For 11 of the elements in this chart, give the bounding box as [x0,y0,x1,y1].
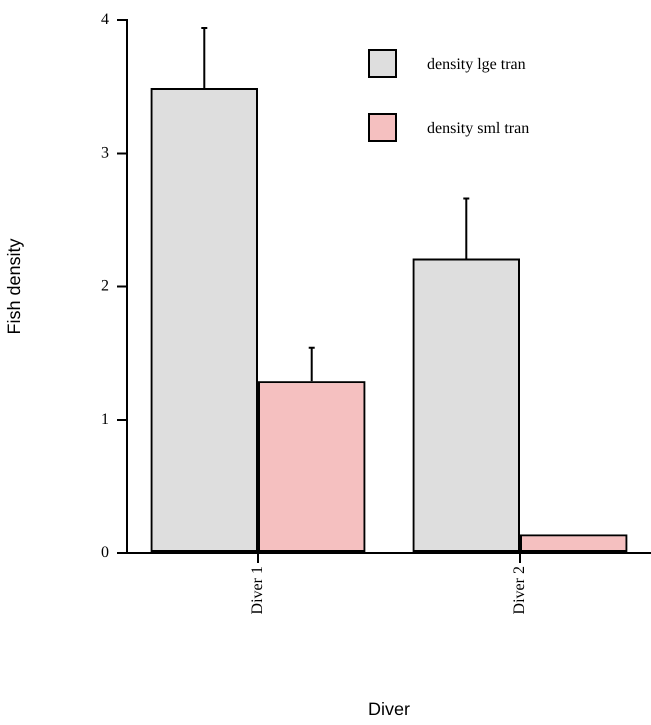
y-tick-label: 4 [101,11,109,28]
y-tick-label: 1 [101,410,109,428]
legend-label: density lge tran [427,56,526,74]
legend-label: density sml tran [427,120,530,138]
y-tick-label: 0 [101,544,109,562]
y-axis-title: Fish density [4,238,24,335]
x-axis-title: Diver [368,699,410,720]
y-tick-label: 3 [101,144,109,162]
x-tick-label: Diver 2 [511,566,528,614]
x-tick-label: Diver 1 [249,566,266,614]
y-tick-label: 2 [101,278,109,295]
